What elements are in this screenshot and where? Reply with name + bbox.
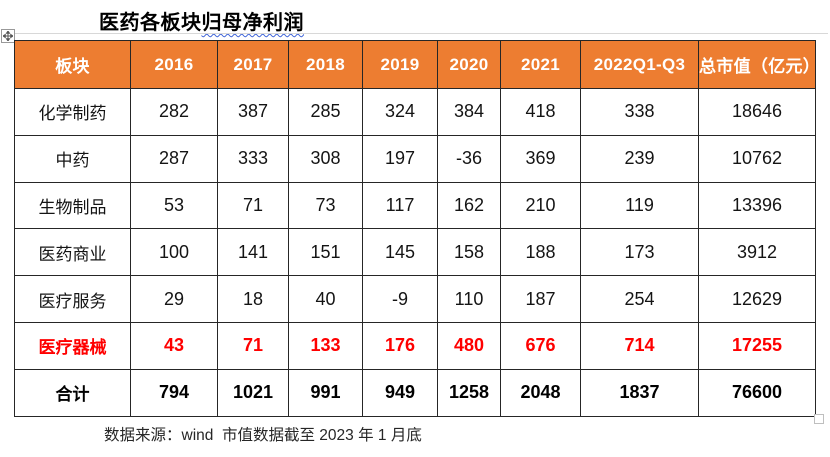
column-header[interactable]: 2019 [362, 40, 438, 89]
title-underlined-text: 归母净利润 [201, 12, 304, 34]
table-row: 生物制品 53 71 73 117 162 210 119 13396 [14, 181, 816, 230]
data-cell[interactable]: 18 [217, 275, 289, 323]
data-cell[interactable]: 3912 [698, 228, 816, 277]
table-row: 合计 794 1021 991 949 1258 2048 1837 76600 [14, 368, 816, 417]
column-header[interactable]: 2018 [288, 40, 363, 89]
data-cell[interactable]: 794 [130, 368, 218, 417]
data-cell[interactable]: 239 [580, 134, 699, 183]
data-cell[interactable]: 12629 [698, 275, 816, 323]
table-title[interactable]: 医药各板块归母净利润 [99, 6, 304, 35]
data-cell[interactable]: 287 [130, 134, 218, 183]
data-cell[interactable]: 141 [217, 228, 289, 277]
data-cell[interactable]: 43 [130, 321, 218, 370]
data-cell[interactable]: 338 [580, 88, 699, 136]
data-cell[interactable]: 480 [437, 321, 501, 370]
source-note[interactable]: 数据来源：wind 市值数据截至 2023 年 1 月底 [104, 427, 422, 444]
header-row: 板块 2016 2017 2018 2019 2020 2021 2022Q1-Q3 总市值（亿… [14, 40, 816, 89]
data-cell[interactable]: 13396 [698, 181, 816, 230]
data-cell[interactable]: 254 [580, 275, 699, 323]
column-header[interactable]: 2022Q1-Q3 [580, 40, 699, 89]
table-row: 医疗器械 43 71 133 176 480 676 714 17255 [14, 321, 816, 370]
row-label-cell[interactable]: 生物制品 [14, 181, 131, 230]
data-cell[interactable]: 173 [580, 228, 699, 277]
table-body: 化学制药 282 387 285 324 384 418 338 18646 中药 287 333 30… [14, 88, 816, 417]
column-header[interactable]: 2016 [130, 40, 218, 89]
row-label-cell[interactable]: 化学制药 [14, 88, 131, 136]
data-cell[interactable]: 1021 [217, 368, 289, 417]
column-header[interactable]: 2021 [500, 40, 581, 89]
data-cell[interactable]: 162 [437, 181, 501, 230]
data-cell[interactable]: 324 [362, 88, 438, 136]
data-cell[interactable]: 187 [500, 275, 581, 323]
data-cell[interactable]: 40 [288, 275, 363, 323]
data-cell[interactable]: 100 [130, 228, 218, 277]
data-cell[interactable]: 2048 [500, 368, 581, 417]
data-table: 板块 2016 2017 2018 2019 2020 2021 2022Q1-Q3 总市值（亿… [14, 40, 816, 417]
data-cell[interactable]: 117 [362, 181, 438, 230]
column-header[interactable]: 2017 [217, 40, 289, 89]
data-cell[interactable]: 133 [288, 321, 363, 370]
data-cell[interactable]: 119 [580, 181, 699, 230]
data-cell[interactable]: -36 [437, 134, 501, 183]
data-cell[interactable]: 29 [130, 275, 218, 323]
data-cell[interactable]: 73 [288, 181, 363, 230]
data-cell[interactable]: 308 [288, 134, 363, 183]
gridline-divider [14, 33, 828, 34]
data-cell[interactable]: 151 [288, 228, 363, 277]
table-row: 医药商业 100 141 151 145 158 188 173 3912 [14, 228, 816, 277]
data-cell[interactable]: 384 [437, 88, 501, 136]
data-cell[interactable]: 387 [217, 88, 289, 136]
table-move-handle[interactable] [1, 29, 15, 43]
data-cell[interactable]: 1837 [580, 368, 699, 417]
data-cell[interactable]: 17255 [698, 321, 816, 370]
row-label-cell[interactable]: 中药 [14, 134, 131, 183]
table-row: 医疗服务 29 18 40 -9 110 187 254 12629 [14, 275, 816, 323]
data-cell[interactable]: 110 [437, 275, 501, 323]
column-header[interactable]: 总市值（亿元） [698, 40, 816, 89]
data-cell[interactable]: 285 [288, 88, 363, 136]
data-cell[interactable]: 145 [362, 228, 438, 277]
data-cell[interactable]: 158 [437, 228, 501, 277]
table-row: 化学制药 282 387 285 324 384 418 338 18646 [14, 88, 816, 136]
data-cell[interactable]: 76600 [698, 368, 816, 417]
data-cell[interactable]: 188 [500, 228, 581, 277]
row-label-cell[interactable]: 医药商业 [14, 228, 131, 277]
data-cell[interactable]: 949 [362, 368, 438, 417]
data-cell[interactable]: 676 [500, 321, 581, 370]
row-label-cell[interactable]: 医疗器械 [14, 321, 131, 370]
data-cell[interactable]: 71 [217, 321, 289, 370]
data-cell[interactable]: 282 [130, 88, 218, 136]
data-cell[interactable]: 210 [500, 181, 581, 230]
data-cell[interactable]: 71 [217, 181, 289, 230]
data-cell[interactable]: 53 [130, 181, 218, 230]
column-header[interactable]: 2020 [437, 40, 501, 89]
table-resize-handle[interactable] [814, 414, 824, 424]
data-cell[interactable]: 1258 [437, 368, 501, 417]
row-label-cell[interactable]: 合计 [14, 368, 131, 417]
data-cell[interactable]: 418 [500, 88, 581, 136]
data-cell[interactable]: -9 [362, 275, 438, 323]
title-plain-text: 医药各板块 [99, 12, 202, 34]
column-header[interactable]: 板块 [14, 40, 131, 89]
table-row: 中药 287 333 308 197 -36 369 239 10762 [14, 134, 816, 183]
data-cell[interactable]: 176 [362, 321, 438, 370]
data-cell[interactable]: 18646 [698, 88, 816, 136]
data-cell[interactable]: 333 [217, 134, 289, 183]
data-cell[interactable]: 369 [500, 134, 581, 183]
data-cell[interactable]: 10762 [698, 134, 816, 183]
move-cross-icon [3, 31, 13, 41]
data-cell[interactable]: 714 [580, 321, 699, 370]
row-label-cell[interactable]: 医疗服务 [14, 275, 131, 323]
data-cell[interactable]: 991 [288, 368, 363, 417]
data-cell[interactable]: 197 [362, 134, 438, 183]
